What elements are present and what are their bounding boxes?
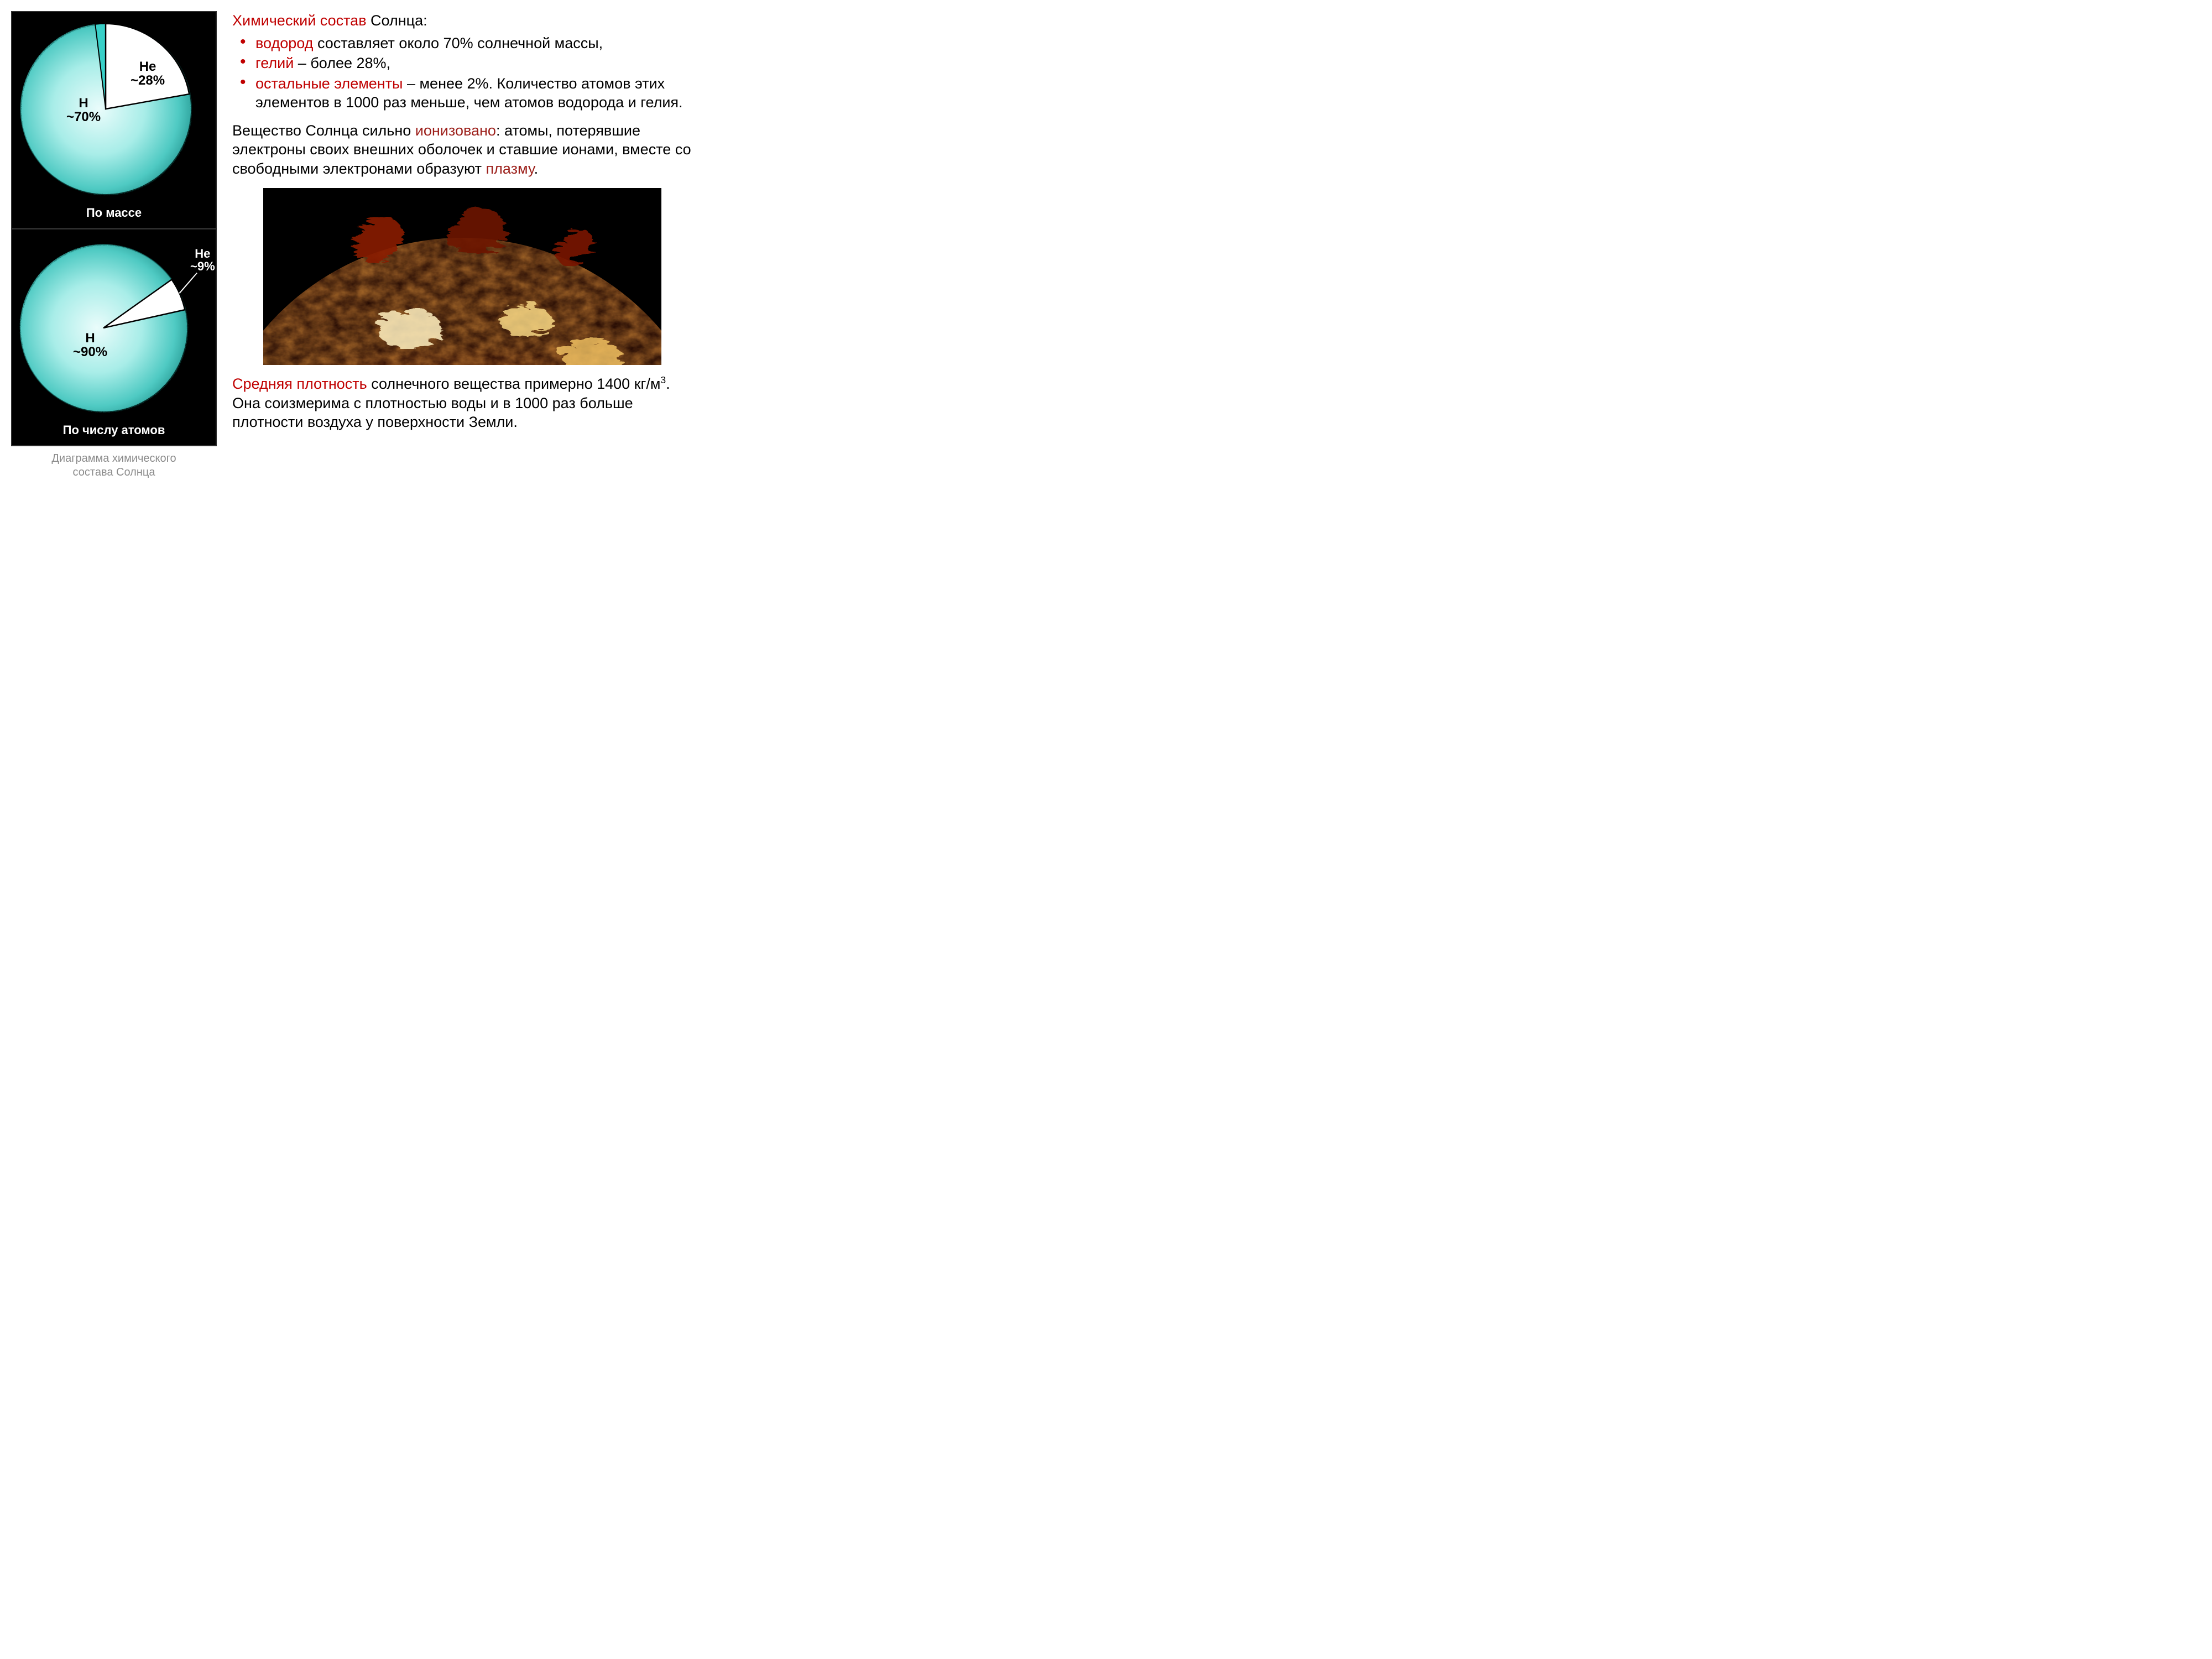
heading-rest: Солнца: xyxy=(367,12,427,29)
h-percent-2: ~90% xyxy=(73,345,107,359)
h-symbol-2: H xyxy=(85,331,95,346)
chart-by-mass: H ~70% He ~28% xyxy=(12,12,216,200)
ion-post: . xyxy=(534,160,539,177)
slide-root: H ~70% He ~28% По массе xyxy=(0,0,708,531)
bullet-em: водород xyxy=(255,35,313,51)
density-em: Средняя плотность xyxy=(232,375,367,392)
panel-label-mass: По массе xyxy=(12,200,216,228)
bullet-em: гелий xyxy=(255,55,294,71)
heading: Химический состав Солнца: xyxy=(232,11,692,30)
he-symbol: He xyxy=(139,59,156,74)
panel-by-atoms: H ~90% He ~9% По числу атомов xyxy=(12,228,216,445)
h-symbol: H xyxy=(79,96,88,111)
ionization-paragraph: Вещество Солнца сильно ионизовано: атомы… xyxy=(232,121,692,179)
density-paragraph: Средняя плотность солнечного вещества пр… xyxy=(232,374,692,432)
sun-photo xyxy=(263,188,661,365)
he-symbol-2: He xyxy=(195,247,210,260)
panel-label-atoms: По числу атомов xyxy=(12,418,216,445)
density-sup: 3 xyxy=(660,374,666,385)
text-column: Химический состав Солнца: водород состав… xyxy=(232,11,692,520)
heading-emphasis: Химический состав xyxy=(232,12,367,29)
bullet-hydrogen: водород составляет около 70% солнечной м… xyxy=(255,34,692,53)
composition-bullets: водород составляет около 70% солнечной м… xyxy=(232,34,692,113)
chart-by-atoms: H ~90% He ~9% xyxy=(12,229,216,418)
figure-caption: Диаграмма химического состава Солнца xyxy=(11,452,217,479)
composition-diagram: H ~70% He ~28% По массе xyxy=(11,11,217,446)
bullet-rest: – более 28%, xyxy=(294,55,390,71)
he-percent-2: ~9% xyxy=(190,259,215,273)
bullet-helium: гелий – более 28%, xyxy=(255,54,692,73)
h-percent: ~70% xyxy=(66,109,101,124)
bullet-em: остальные элементы xyxy=(255,75,403,92)
ion-pre: Вещество Солнца сильно xyxy=(232,122,415,139)
he-percent: ~28% xyxy=(131,73,165,88)
ion-kw2: плазму xyxy=(486,160,534,177)
bullet-rest: составляет около 70% солнечной массы, xyxy=(313,35,603,51)
bullet-other: остальные элементы – менее 2%. Количеств… xyxy=(255,74,692,112)
figure-column: H ~70% He ~28% По массе xyxy=(11,11,217,520)
density-rest1: солнечного вещества примерно 1400 кг/м xyxy=(367,375,661,392)
panel-by-mass: H ~70% He ~28% По массе xyxy=(12,12,216,228)
ion-kw1: ионизовано xyxy=(415,122,496,139)
